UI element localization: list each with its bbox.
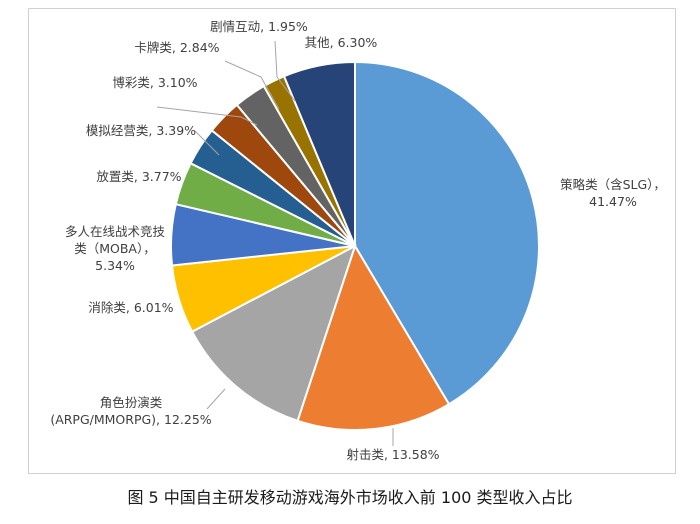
leader-line-9 [224,60,280,110]
slice-label-7: 模拟经营类, 3.39% [86,123,196,138]
slice-label-1: 策略类（含SLG）， 41.47% [560,177,666,209]
leader-line-7 [194,130,220,156]
slice-label-6: 放置类, 3.77% [96,169,181,184]
slice-label-8: 博彩类, 3.10% [112,75,197,90]
chart-frame: 策略类（含SLG）， 41.47% 射击类, 13.58% 角色扮演类(ARPG/MM… [28,8,676,474]
slice-label-9: 卡牌类, 2.84% [134,40,219,55]
figure-caption: 图 5 中国自主研发移动游戏海外市场收入前 100 类型收入占比 [127,488,573,507]
leader-line-8 [156,106,258,126]
pie-slice-11 [282,60,356,247]
slice-label-2: 射击类, 13.58% [346,447,439,462]
pie-slice-1 [354,60,540,406]
pie-slice-2 [296,243,451,431]
pie-chart: 策略类（含SLG）， 41.47% 射击类, 13.58% 角色扮演类(ARPG/MM… [50,19,666,462]
pie-slice-3 [190,243,357,423]
slice-label-5: 多人在线战术竞技类（MOBA）， 5.34% [65,224,166,273]
slice-label-4: 消除类, 6.01% [88,300,173,315]
slice-label-10: 剧情互动, 1.95% [210,19,308,34]
slice-label-11: 其他, 6.30% [305,35,378,50]
leader-line-10 [274,40,296,102]
slice-label-3: 角色扮演类(ARPG/MMORPG), 12.25% [50,395,211,427]
leader-line-3 [206,388,226,410]
